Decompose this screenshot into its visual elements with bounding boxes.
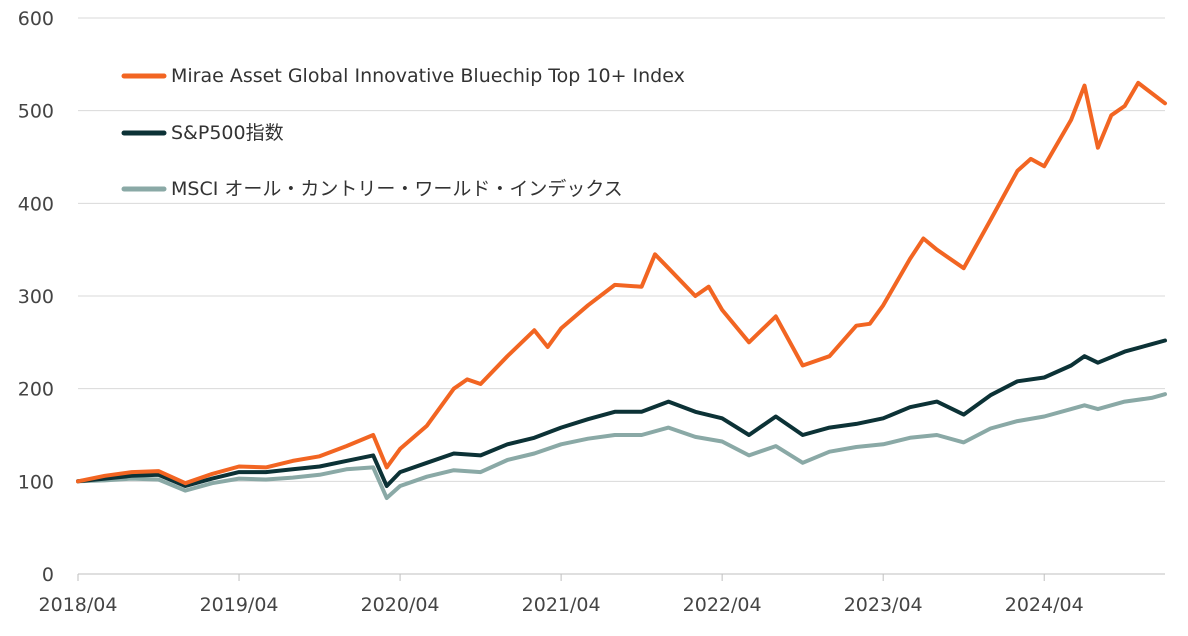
y-tick-label: 300 (18, 286, 54, 308)
x-tick-label: 2024/04 (1005, 594, 1084, 616)
series-line-mirae (76, 80, 1167, 486)
x-tick-label: 2022/04 (683, 594, 762, 616)
x-tick-label: 2020/04 (361, 594, 440, 616)
legend-label-msci: MSCI オール・カントリー・ワールド・インデックス (171, 178, 623, 200)
series-lines (76, 80, 1167, 500)
x-axis: 2018/04 2019/04 2020/04 2021/04 2022/04 2023/… (39, 573, 1165, 616)
y-axis: 0 100 200 300 400 500 600 (18, 8, 54, 586)
legend: Mirae Asset Global Innovative Bluechip T… (121, 65, 685, 200)
x-tick-label: 2023/04 (844, 594, 923, 616)
y-tick-label: 400 (18, 193, 54, 215)
legend-label-mirae: Mirae Asset Global Innovative Bluechip T… (171, 65, 685, 87)
y-tick-label: 200 (18, 379, 54, 401)
y-tick-label: 100 (18, 471, 54, 493)
x-tick-label: 2018/04 (39, 594, 118, 616)
y-tick-label: 0 (42, 564, 54, 586)
series-line-msci (76, 392, 1167, 500)
y-tick-label: 500 (18, 101, 54, 123)
x-tick-label: 2019/04 (200, 594, 279, 616)
legend-label-sp500: S&P500指数 (171, 122, 284, 144)
series-line-sp500 (76, 338, 1167, 488)
y-tick-label: 600 (18, 8, 54, 30)
x-tick-label: 2021/04 (522, 594, 601, 616)
grid (78, 17, 1165, 482)
